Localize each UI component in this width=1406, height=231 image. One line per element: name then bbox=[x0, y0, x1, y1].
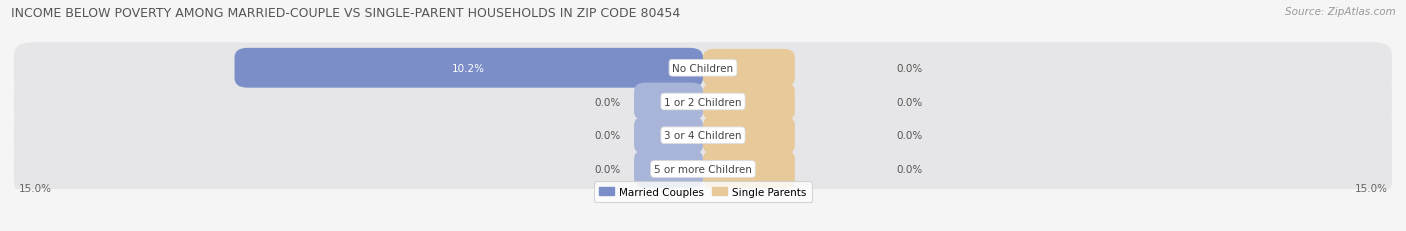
Text: 1 or 2 Children: 1 or 2 Children bbox=[664, 97, 742, 107]
Text: 0.0%: 0.0% bbox=[896, 131, 922, 141]
Text: No Children: No Children bbox=[672, 64, 734, 73]
Text: 0.0%: 0.0% bbox=[595, 164, 620, 174]
FancyBboxPatch shape bbox=[703, 83, 794, 121]
Text: Source: ZipAtlas.com: Source: ZipAtlas.com bbox=[1285, 7, 1396, 17]
FancyBboxPatch shape bbox=[634, 83, 703, 121]
Text: 3 or 4 Children: 3 or 4 Children bbox=[664, 131, 742, 141]
Text: 15.0%: 15.0% bbox=[1354, 183, 1388, 193]
Text: 15.0%: 15.0% bbox=[18, 183, 52, 193]
FancyBboxPatch shape bbox=[703, 150, 794, 188]
FancyBboxPatch shape bbox=[14, 144, 1392, 195]
Text: 0.0%: 0.0% bbox=[896, 164, 922, 174]
Text: INCOME BELOW POVERTY AMONG MARRIED-COUPLE VS SINGLE-PARENT HOUSEHOLDS IN ZIP COD: INCOME BELOW POVERTY AMONG MARRIED-COUPL… bbox=[11, 7, 681, 20]
Text: 5 or more Children: 5 or more Children bbox=[654, 164, 752, 174]
FancyBboxPatch shape bbox=[634, 150, 703, 188]
FancyBboxPatch shape bbox=[14, 110, 1392, 161]
Text: 0.0%: 0.0% bbox=[896, 64, 922, 73]
Text: 0.0%: 0.0% bbox=[595, 131, 620, 141]
FancyBboxPatch shape bbox=[703, 117, 794, 155]
Text: 0.0%: 0.0% bbox=[595, 97, 620, 107]
FancyBboxPatch shape bbox=[14, 77, 1392, 127]
FancyBboxPatch shape bbox=[235, 49, 703, 88]
Legend: Married Couples, Single Parents: Married Couples, Single Parents bbox=[595, 182, 811, 202]
Text: 10.2%: 10.2% bbox=[453, 64, 485, 73]
FancyBboxPatch shape bbox=[14, 43, 1392, 94]
FancyBboxPatch shape bbox=[634, 117, 703, 155]
FancyBboxPatch shape bbox=[703, 50, 794, 87]
Text: 0.0%: 0.0% bbox=[896, 97, 922, 107]
